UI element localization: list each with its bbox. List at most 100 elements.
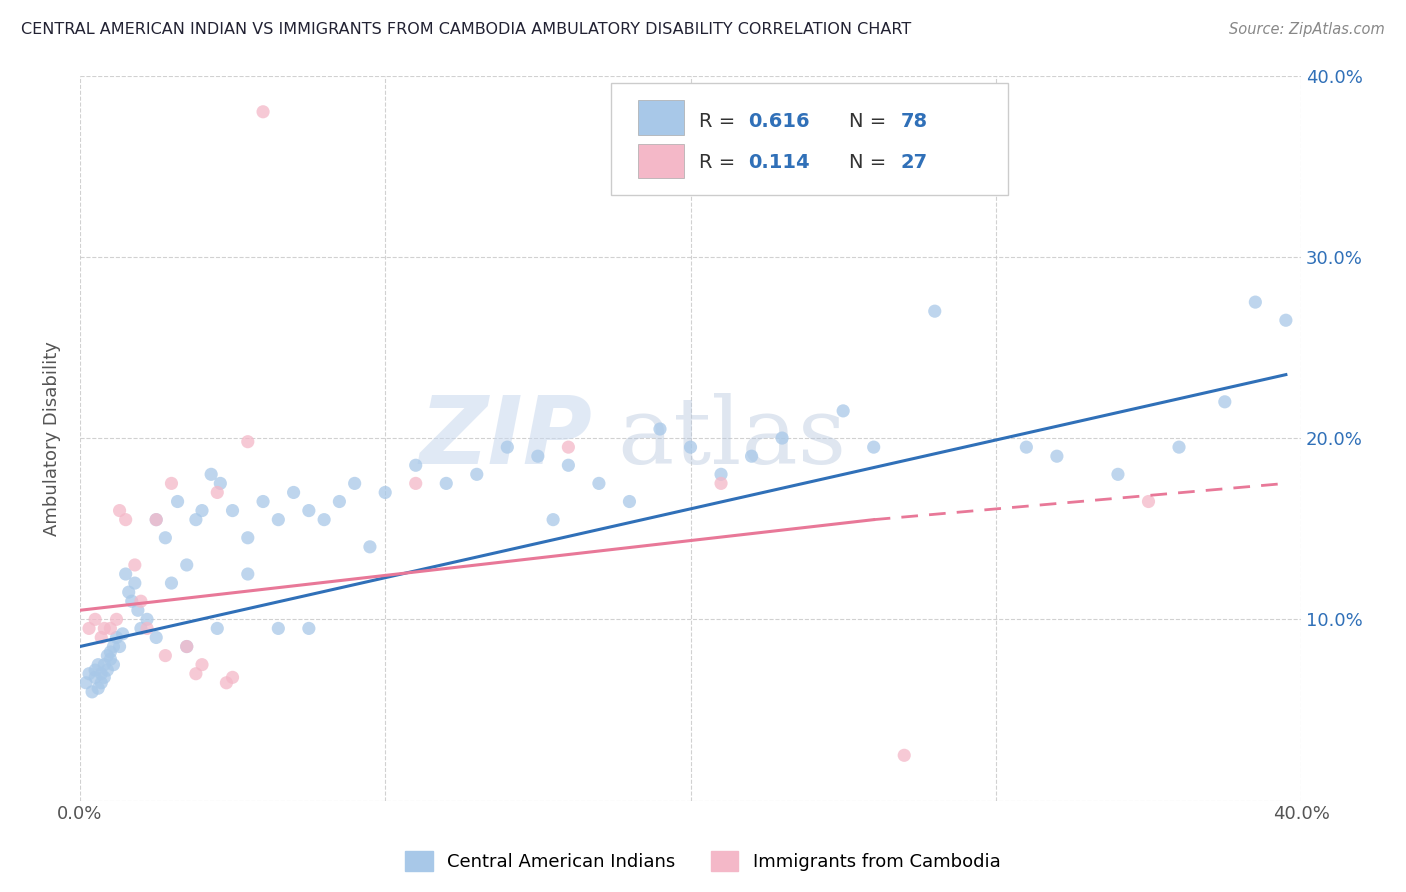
Text: R =: R =: [699, 153, 741, 172]
Point: [328, 494, 350, 508]
Point: [207, 485, 229, 500]
Point: [145, 513, 167, 527]
Point: [84, 612, 107, 626]
Point: [191, 503, 214, 517]
Text: 78: 78: [901, 112, 928, 131]
Point: [862, 440, 884, 454]
Point: [84, 670, 107, 684]
Point: [96, 663, 118, 677]
Point: [93, 657, 115, 672]
Point: [100, 621, 122, 635]
Point: [1168, 440, 1191, 454]
Point: [121, 594, 143, 608]
Point: [84, 663, 107, 677]
Point: [619, 494, 641, 508]
Point: [136, 621, 159, 635]
Point: [209, 476, 232, 491]
Point: [96, 648, 118, 663]
Point: [359, 540, 381, 554]
Point: [314, 513, 336, 527]
Point: [832, 404, 855, 418]
Point: [90, 675, 112, 690]
Point: [298, 503, 321, 517]
Point: [221, 503, 243, 517]
Point: [75, 675, 97, 690]
Point: [105, 612, 128, 626]
Point: [80, 685, 103, 699]
Point: [105, 631, 128, 645]
Point: [129, 594, 152, 608]
Point: [710, 467, 733, 482]
Point: [176, 640, 198, 654]
Point: [1244, 295, 1267, 310]
Point: [93, 670, 115, 684]
Point: [160, 476, 183, 491]
Point: [124, 576, 146, 591]
Point: [200, 467, 222, 482]
Point: [124, 558, 146, 572]
Point: [252, 494, 274, 508]
Point: [114, 567, 136, 582]
Text: Source: ZipAtlas.com: Source: ZipAtlas.com: [1229, 22, 1385, 37]
Point: [557, 458, 579, 473]
Text: atlas: atlas: [617, 393, 846, 483]
Point: [100, 645, 122, 659]
Point: [127, 603, 149, 617]
Text: N =: N =: [849, 153, 893, 172]
Point: [298, 621, 321, 635]
Point: [77, 666, 100, 681]
Point: [465, 467, 488, 482]
Point: [236, 434, 259, 449]
Point: [588, 476, 610, 491]
FancyBboxPatch shape: [638, 144, 685, 178]
Point: [1275, 313, 1298, 327]
Point: [267, 513, 290, 527]
Point: [184, 666, 207, 681]
Point: [176, 558, 198, 572]
Point: [87, 657, 110, 672]
Text: 0.616: 0.616: [748, 112, 810, 131]
Point: [166, 494, 188, 508]
Point: [77, 621, 100, 635]
Point: [527, 449, 550, 463]
Point: [215, 675, 238, 690]
Point: [710, 476, 733, 491]
Point: [541, 513, 564, 527]
Point: [1213, 394, 1236, 409]
Point: [236, 567, 259, 582]
Point: [145, 631, 167, 645]
Text: CENTRAL AMERICAN INDIAN VS IMMIGRANTS FROM CAMBODIA AMBULATORY DISABILITY CORREL: CENTRAL AMERICAN INDIAN VS IMMIGRANTS FR…: [21, 22, 911, 37]
Point: [1046, 449, 1069, 463]
Point: [160, 576, 183, 591]
Point: [770, 431, 793, 445]
Point: [155, 531, 177, 545]
Point: [1015, 440, 1038, 454]
Point: [111, 627, 134, 641]
Point: [252, 104, 274, 119]
Point: [87, 681, 110, 696]
Point: [267, 621, 290, 635]
Point: [108, 640, 131, 654]
Point: [648, 422, 671, 436]
Point: [343, 476, 366, 491]
Point: [283, 485, 305, 500]
Point: [93, 621, 115, 635]
Point: [100, 652, 122, 666]
Point: [1137, 494, 1160, 508]
Point: [207, 621, 229, 635]
Text: 0.114: 0.114: [748, 153, 810, 172]
Point: [90, 631, 112, 645]
Text: R =: R =: [699, 112, 741, 131]
Point: [496, 440, 519, 454]
Text: N =: N =: [849, 112, 893, 131]
Point: [114, 513, 136, 527]
Point: [176, 640, 198, 654]
Point: [103, 657, 125, 672]
Point: [434, 476, 457, 491]
Point: [405, 458, 427, 473]
Point: [405, 476, 427, 491]
Point: [984, 150, 1007, 164]
Point: [557, 440, 579, 454]
Point: [103, 640, 125, 654]
Point: [191, 657, 214, 672]
